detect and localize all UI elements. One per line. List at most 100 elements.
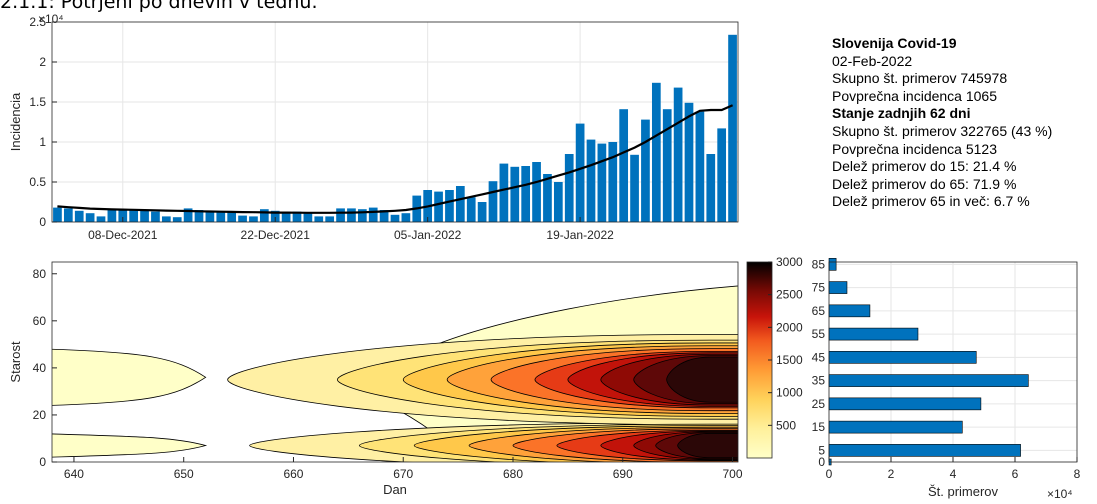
incidence-bar (194, 210, 204, 222)
age-bar (828, 397, 982, 411)
y-tick-label: 1.5 (29, 95, 46, 109)
y-tick-label: 0 (39, 455, 46, 469)
x-tick-label: 4 (950, 467, 957, 481)
stats-share-65: Delež primerov do 65: 71.9 % (832, 175, 1017, 192)
y-tick-label: 0.5 (29, 175, 46, 189)
y-tick-label: 85 (812, 257, 826, 271)
y-tick-label: 35 (812, 374, 826, 388)
age-bar (828, 304, 871, 318)
plot-frame (51, 261, 739, 463)
incidence-bar (521, 166, 531, 222)
incidence-bar (390, 214, 400, 222)
incidence-bar (532, 162, 541, 222)
x-tick-label: 0 (826, 467, 833, 481)
incidence-bar (401, 213, 411, 222)
incidence-bar (553, 182, 563, 222)
y-tick-label: 0 (818, 455, 825, 469)
incidence-bar (619, 109, 629, 222)
y-tick-label: 1 (39, 135, 46, 149)
incidence-bar (445, 190, 454, 222)
y-tick-label: 60 (33, 314, 47, 328)
age-bar (828, 258, 837, 271)
contour-level-2750 (666, 356, 738, 403)
incidence-bar (695, 111, 705, 222)
stats-date: 02-Feb-2022 (832, 52, 913, 69)
incidence-bar (259, 209, 269, 222)
incidence-bar (717, 128, 727, 222)
age-bar (828, 374, 1029, 387)
incidence-bar (608, 142, 618, 222)
incidence-bar (662, 109, 672, 222)
contour-early-blob (52, 433, 208, 458)
contour-level-2750 (677, 432, 738, 459)
x-tick-label: 660 (283, 467, 303, 481)
colorbar-tick-label: 1500 (776, 353, 803, 367)
incidence-chart: 0 0.5 1 1.5 2 2.5 08-Dec-2021 22-Dec-2021 05-Jan… (8, 12, 739, 242)
section-heading: 2.1.1: Potrjeni po dnevih v tednu. (0, 0, 318, 13)
incidence-bar (151, 211, 160, 222)
colorbar-tick-label: 3000 (776, 255, 803, 269)
stats-title: Slovenija Covid-19 (832, 35, 957, 51)
average-line (57, 104, 734, 214)
y-tick-label: 0 (39, 215, 46, 229)
incidence-bar (314, 216, 324, 222)
incidence-bar (281, 211, 291, 222)
y-tick-label: 20 (33, 408, 47, 422)
x-tick-label: 05-Jan-2022 (394, 228, 462, 242)
incidence-bar (205, 210, 215, 222)
y-tick-label: 25 (812, 397, 826, 411)
x-axis-label: Dan (383, 482, 407, 497)
x-tick-label: 19-Jan-2022 (546, 228, 614, 242)
x-exponent-label: ×10⁴ (1047, 487, 1073, 501)
y-tick-label: 65 (812, 304, 826, 318)
x-tick-label: 650 (174, 467, 194, 481)
plot-frame (51, 21, 739, 223)
incidence-bar (85, 213, 95, 222)
incidence-bar (172, 217, 182, 222)
x-tick-label: 22-Dec-2021 (241, 228, 311, 242)
x-tick-label: 8 (1074, 467, 1081, 481)
colorbar-tick-label: 500 (776, 418, 796, 432)
age-histogram-chart: 05 15 25 35 45 55 65 75 85 0 2 4 6 8 Št. primerov ×10⁴ (812, 257, 1081, 501)
incidence-bar (140, 210, 149, 222)
incidence-bar (216, 211, 226, 222)
age-bar (828, 327, 919, 341)
stats-average-recent: Povprečna incidenca 5123 (832, 140, 998, 157)
incidence-bar (292, 211, 302, 222)
incidence-bar (161, 216, 171, 222)
incidence-bar (564, 154, 574, 222)
incidence-bar (129, 210, 139, 222)
y-tick-label: 5 (818, 443, 825, 457)
y-tick-label: 45 (812, 350, 826, 364)
x-tick-label: 670 (393, 467, 413, 481)
incidence-bar (303, 212, 313, 222)
age-contour-chart: 640 650 660 670 680 690 700 0 20 40 60 80 Dan Starost (8, 261, 743, 497)
incidence-bar (227, 211, 237, 222)
stats-total-recent: Skupno št. primerov 322765 (43 %) (832, 122, 1053, 139)
incidence-bar (238, 215, 247, 222)
incidence-bar (510, 166, 520, 222)
colorbar: 500 1000 1500 2000 2500 3000 (746, 255, 803, 459)
stats-panel: Slovenija Covid-19 02-Feb-2022 Skupno št… (832, 35, 1052, 211)
incidence-bar (379, 210, 389, 222)
incidence-bar (96, 216, 106, 222)
incidence-bar (651, 82, 661, 222)
incidence-bar (684, 102, 694, 222)
y-tick-label: 40 (33, 361, 47, 375)
incidence-bar (325, 216, 335, 222)
incidence-bar (477, 202, 487, 222)
age-bar (828, 444, 1021, 457)
incidence-bar (63, 208, 73, 222)
y-tick-label: 2.5 (29, 15, 46, 29)
colorbar-gradient (746, 261, 773, 459)
y-tick-label: 15 (812, 420, 826, 434)
y-axis-label: Incidencia (8, 92, 23, 151)
incidence-bar (53, 207, 62, 222)
contour-layers (52, 285, 738, 462)
stats-share-15: Delež primerov do 15: 21.4 % (832, 158, 1017, 175)
age-bar (828, 351, 977, 364)
incidence-bar (118, 209, 128, 222)
incidence-bar (586, 139, 596, 222)
colorbar-tick-label: 2000 (776, 320, 803, 334)
